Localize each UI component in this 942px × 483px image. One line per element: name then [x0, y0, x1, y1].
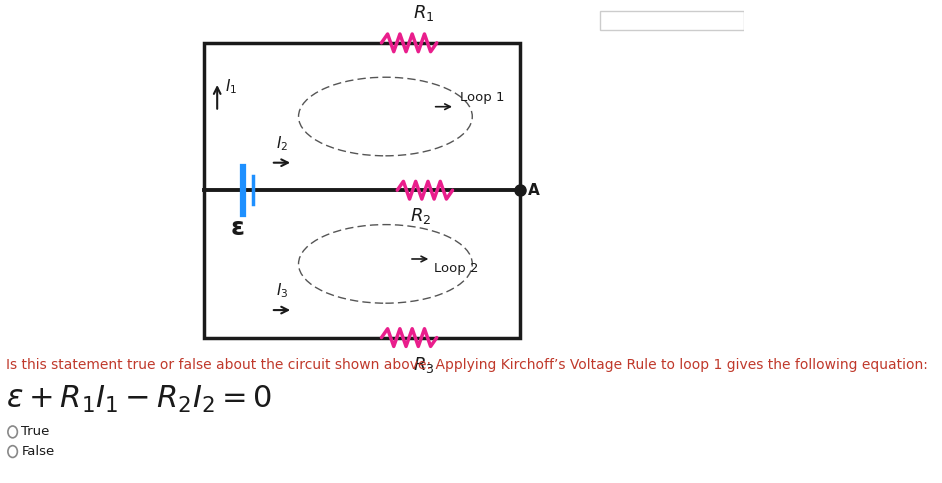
Text: $I_2$: $I_2$: [276, 134, 288, 153]
Text: A: A: [528, 183, 540, 198]
Text: Is this statement true or false about the circuit shown above: Applying Kirchoff: Is this statement true or false about th…: [7, 358, 928, 372]
Text: $R_2$: $R_2$: [411, 206, 431, 226]
Text: Loop 2: Loop 2: [434, 262, 479, 275]
Text: $R_3$: $R_3$: [413, 355, 434, 375]
Text: $\boldsymbol{\varepsilon}$: $\boldsymbol{\varepsilon}$: [230, 215, 244, 240]
Text: False: False: [22, 445, 55, 458]
Text: $I_1$: $I_1$: [225, 78, 237, 97]
Text: Loop 1: Loop 1: [461, 91, 505, 104]
Text: True: True: [22, 426, 50, 439]
Text: $I_3$: $I_3$: [276, 282, 288, 300]
Text: $R_1$: $R_1$: [413, 3, 434, 23]
Text: $\varepsilon + R_1I_1 - R_2I_2 = 0$: $\varepsilon + R_1I_1 - R_2I_2 = 0$: [7, 384, 272, 415]
